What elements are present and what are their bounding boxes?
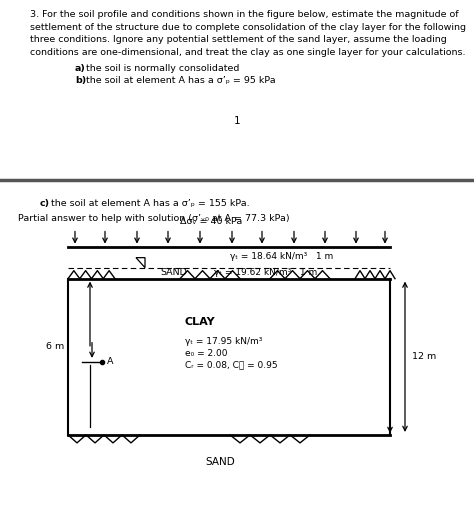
Text: Δσᵥ = 40 kPa: Δσᵥ = 40 kPa — [180, 217, 242, 225]
Text: SAND: SAND — [205, 457, 235, 467]
Text: conditions are one-dimensional, and treat the clay as one single layer for your : conditions are one-dimensional, and trea… — [30, 48, 465, 56]
Text: c): c) — [40, 199, 50, 207]
Text: CLAY: CLAY — [185, 317, 216, 327]
Text: γₜ = 19.62 kN/m³   1 m: γₜ = 19.62 kN/m³ 1 m — [214, 268, 317, 277]
Text: settlement of the structure due to complete consolidation of the clay layer for : settlement of the structure due to compl… — [30, 23, 466, 32]
Text: 1: 1 — [234, 116, 240, 127]
Text: γₜ = 17.95 kN/m³: γₜ = 17.95 kN/m³ — [185, 337, 263, 346]
Text: e₀ = 2.00: e₀ = 2.00 — [185, 349, 228, 358]
Text: 3. For the soil profile and conditions shown in the figure below, estimate the m: 3. For the soil profile and conditions s… — [30, 10, 459, 19]
Text: 6 m: 6 m — [46, 342, 64, 351]
Text: the soil at element A has a σ’ₚ = 95 kPa: the soil at element A has a σ’ₚ = 95 kPa — [86, 77, 275, 85]
Text: three conditions. Ignore any potential settlement of the sand layer, assume the : three conditions. Ignore any potential s… — [30, 35, 447, 44]
Text: the soil at element A has a σ’ₚ = 155 kPa.: the soil at element A has a σ’ₚ = 155 kP… — [51, 199, 250, 207]
Text: a): a) — [75, 64, 86, 73]
Text: Partial answer to help with solution (σ’ᵥ₀ at A = 77.3 kPa): Partial answer to help with solution (σ’… — [18, 214, 290, 223]
Text: γₜ = 18.64 kN/m³   1 m: γₜ = 18.64 kN/m³ 1 m — [230, 252, 333, 261]
Text: the soil is normally consolidated: the soil is normally consolidated — [86, 64, 239, 73]
Text: SAND: SAND — [160, 268, 187, 277]
Text: b): b) — [75, 77, 86, 85]
Text: A: A — [107, 357, 113, 366]
Text: Cᵣ = 0.08, Cⲟ = 0.95: Cᵣ = 0.08, Cⲟ = 0.95 — [185, 361, 278, 370]
Text: 12 m: 12 m — [412, 352, 436, 361]
